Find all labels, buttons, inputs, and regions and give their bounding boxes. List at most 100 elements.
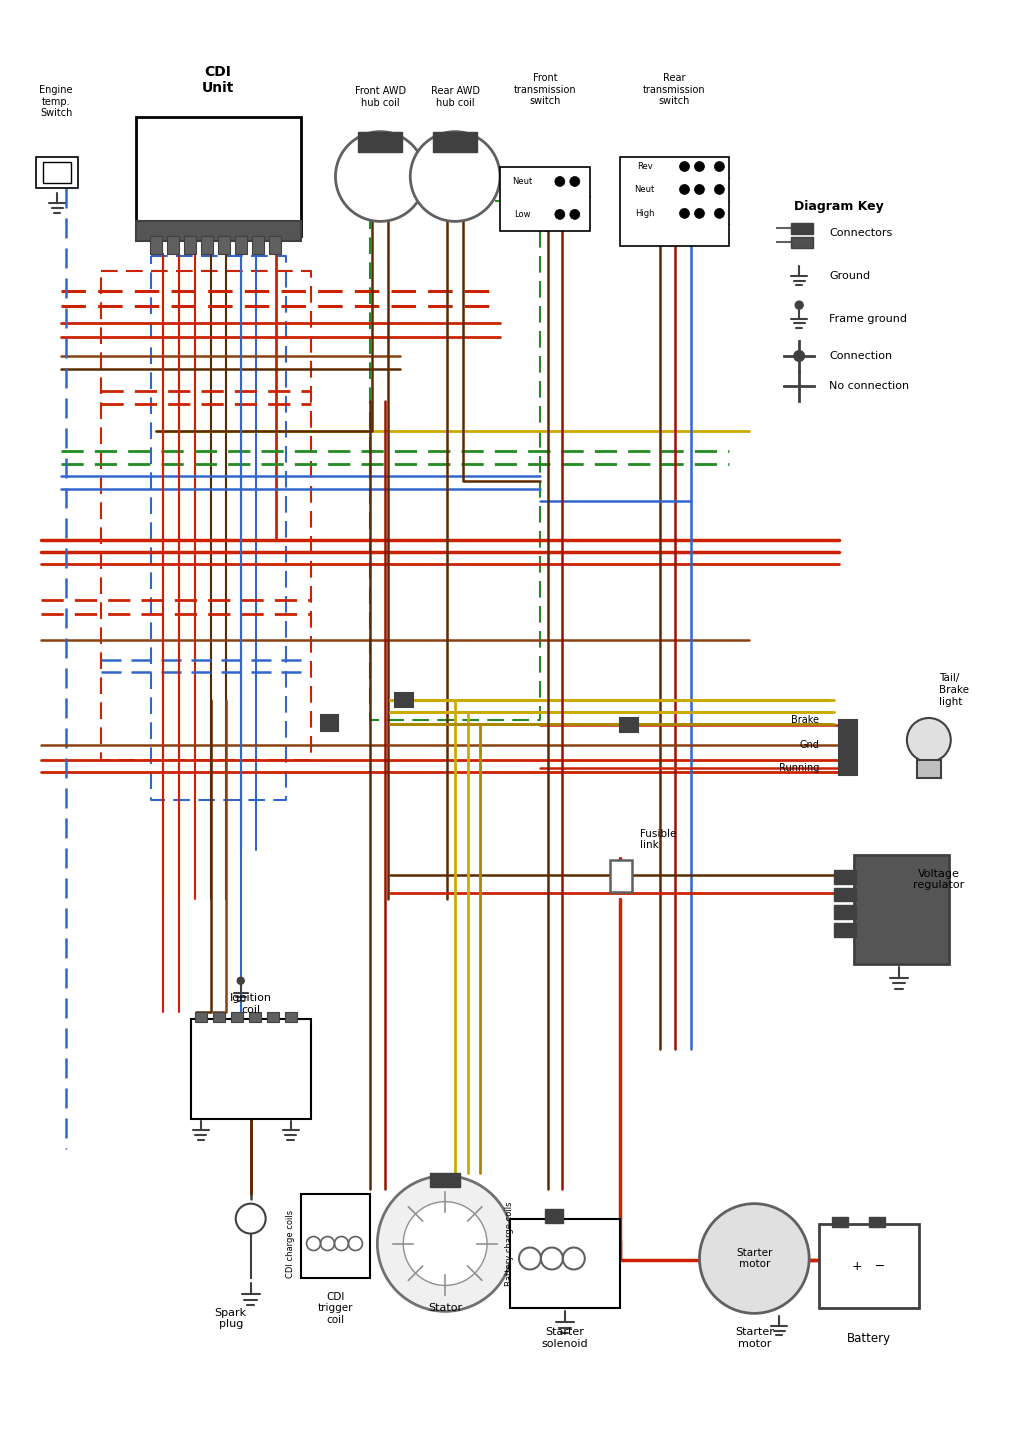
Bar <box>610 859 631 892</box>
Circle shape <box>795 301 803 309</box>
Text: Battery: Battery <box>847 1332 891 1345</box>
Bar <box>869 1217 885 1227</box>
Bar <box>230 1012 242 1022</box>
Text: Running: Running <box>779 763 819 773</box>
Text: Fusible
link: Fusible link <box>639 829 676 851</box>
Circle shape <box>680 185 690 195</box>
Circle shape <box>714 162 724 172</box>
Circle shape <box>335 132 425 222</box>
Bar <box>359 132 402 152</box>
Bar <box>269 236 281 255</box>
Text: No connection: No connection <box>829 381 909 391</box>
Text: Starter
solenoid: Starter solenoid <box>541 1327 588 1349</box>
Text: Connection: Connection <box>829 351 892 361</box>
Bar <box>500 166 590 232</box>
Bar <box>839 720 857 775</box>
Bar <box>218 236 229 255</box>
Text: Front
transmission
switch: Front transmission switch <box>513 73 576 106</box>
Text: Brake: Brake <box>791 715 819 725</box>
Circle shape <box>378 1176 513 1312</box>
Bar <box>285 1012 297 1022</box>
Circle shape <box>554 176 565 186</box>
Text: Starter
motor: Starter motor <box>735 1327 774 1349</box>
Bar <box>834 905 856 919</box>
Text: Starter
motor: Starter motor <box>736 1247 773 1269</box>
Bar <box>791 238 813 248</box>
Bar <box>834 924 856 938</box>
Bar <box>248 1012 261 1022</box>
Text: Neut: Neut <box>634 185 654 193</box>
Circle shape <box>700 1204 809 1313</box>
Bar <box>149 236 162 255</box>
Text: Front AWD
hub coil: Front AWD hub coil <box>355 86 406 107</box>
Text: CDI charge coils: CDI charge coils <box>286 1210 295 1277</box>
Text: Rear AWD
hub coil: Rear AWD hub coil <box>430 86 480 107</box>
Circle shape <box>403 1201 487 1286</box>
Circle shape <box>695 162 704 172</box>
Bar <box>43 162 71 183</box>
Text: Tail/
Brake
light: Tail/ Brake light <box>939 673 969 706</box>
Bar <box>191 1020 310 1118</box>
Bar <box>36 156 78 189</box>
Circle shape <box>235 1204 266 1233</box>
Text: Diagram Key: Diagram Key <box>794 200 884 213</box>
Text: Connectors: Connectors <box>829 228 893 238</box>
Text: Rear
transmission
switch: Rear transmission switch <box>643 73 706 106</box>
Circle shape <box>714 185 724 195</box>
Bar <box>854 855 948 964</box>
Text: Voltage
regulator: Voltage regulator <box>913 869 965 891</box>
Text: Ground: Ground <box>829 271 871 281</box>
Text: +   −: + − <box>852 1260 886 1273</box>
Circle shape <box>794 351 804 361</box>
Circle shape <box>554 209 565 219</box>
Text: Rev: Rev <box>636 162 652 170</box>
Circle shape <box>570 176 580 186</box>
Bar <box>834 869 856 884</box>
Bar <box>184 236 196 255</box>
Bar <box>301 1194 371 1279</box>
Text: High: High <box>635 209 654 218</box>
Circle shape <box>695 209 704 218</box>
Circle shape <box>237 977 244 984</box>
Text: Spark
plug: Spark plug <box>215 1307 246 1329</box>
Text: CDI
Unit: CDI Unit <box>202 64 234 95</box>
Text: Ignition
coil: Ignition coil <box>229 994 272 1015</box>
Bar <box>167 236 179 255</box>
Text: Engine
temp.
Switch: Engine temp. Switch <box>39 84 73 119</box>
Bar <box>917 760 940 778</box>
Bar <box>433 132 477 152</box>
Circle shape <box>680 162 690 172</box>
Bar <box>620 156 729 246</box>
Text: Neut: Neut <box>512 178 532 186</box>
Bar <box>234 236 246 255</box>
Bar <box>195 1012 207 1022</box>
Text: Gnd: Gnd <box>799 740 819 750</box>
Bar <box>510 1219 620 1309</box>
Bar <box>201 236 213 255</box>
Bar <box>819 1223 919 1309</box>
Bar <box>430 1173 461 1187</box>
Text: Battery charge coils: Battery charge coils <box>505 1201 514 1286</box>
Bar <box>834 888 856 902</box>
Circle shape <box>714 209 724 218</box>
Circle shape <box>410 132 500 222</box>
Text: Low: Low <box>514 211 530 219</box>
Circle shape <box>680 209 690 218</box>
Text: CDI
trigger
coil: CDI trigger coil <box>318 1292 353 1325</box>
Bar <box>544 1209 563 1223</box>
Circle shape <box>570 209 580 219</box>
Bar <box>395 693 413 707</box>
Bar <box>320 715 338 730</box>
Bar <box>136 116 301 236</box>
Bar <box>832 1217 848 1227</box>
Text: Stator: Stator <box>428 1303 463 1313</box>
Bar <box>213 1012 225 1022</box>
Bar <box>251 236 264 255</box>
Circle shape <box>907 717 950 762</box>
Text: Frame ground: Frame ground <box>829 314 907 324</box>
Bar <box>267 1012 279 1022</box>
Bar <box>136 222 301 242</box>
Bar <box>620 717 637 732</box>
Bar <box>791 223 813 235</box>
Circle shape <box>695 185 704 195</box>
